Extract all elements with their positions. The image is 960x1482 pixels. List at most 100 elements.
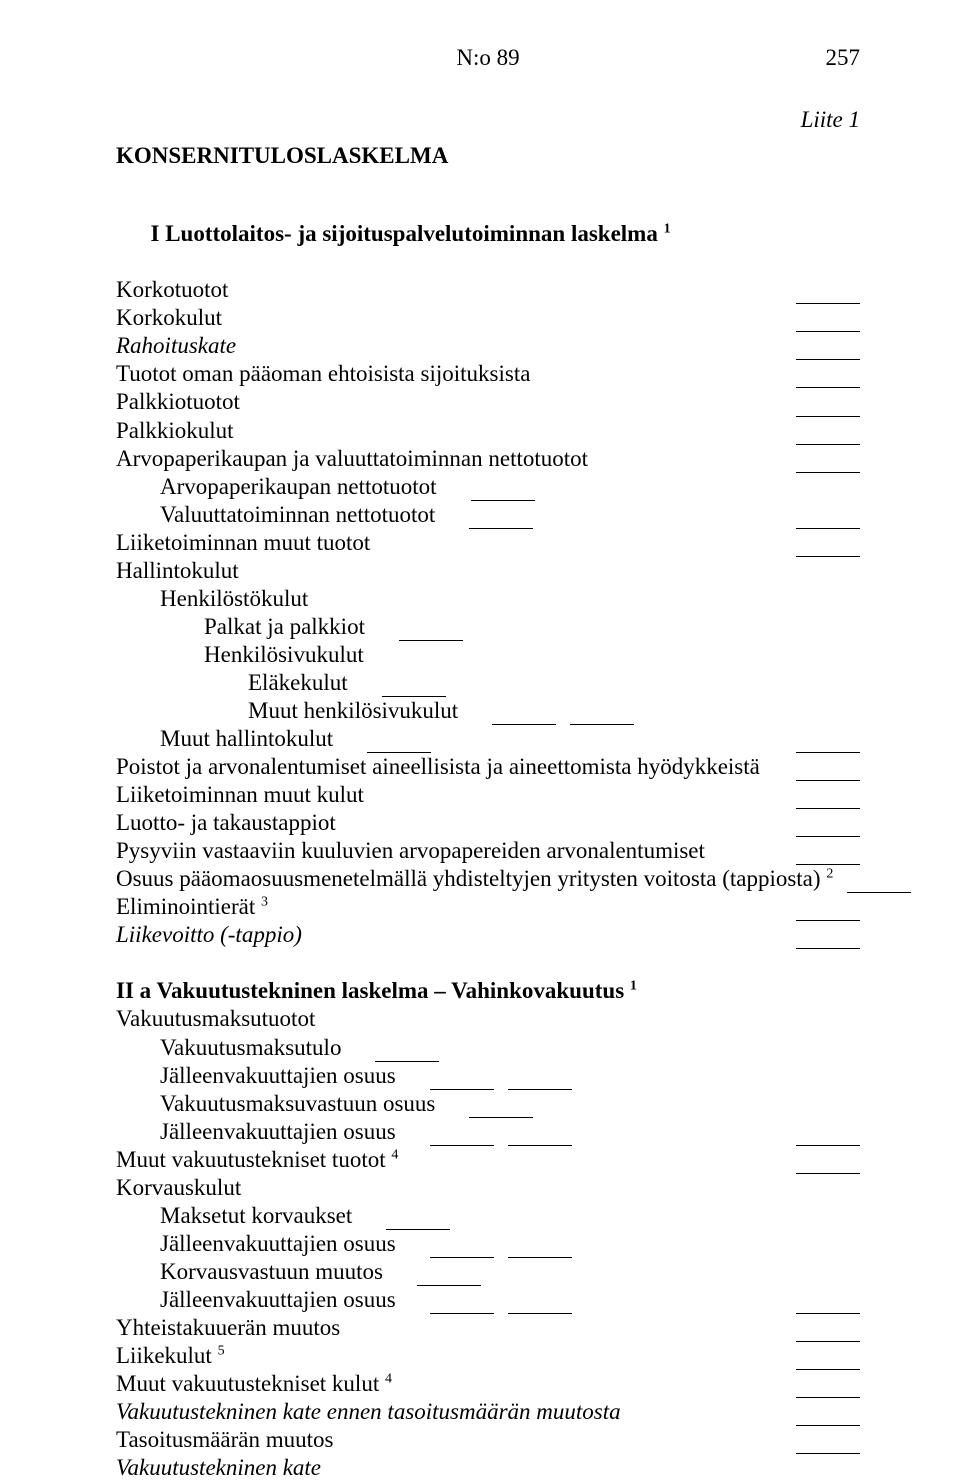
label-text: Arvopaperikaupan nettotuotot	[116, 473, 437, 501]
spacer	[116, 44, 156, 72]
line-item: Eliminointierät 3	[116, 893, 860, 921]
line-item: Korkotuotot	[116, 276, 860, 304]
line-item: Liikevoitto (-tappio)	[116, 921, 860, 949]
document-number: N:o 89	[156, 44, 820, 72]
label-text: Vakuutusmaksutulo	[116, 1034, 341, 1062]
label-text: Palkat ja palkkiot	[116, 613, 365, 641]
label-text: Liikevoitto (-tappio)	[116, 921, 302, 949]
blank-field	[471, 481, 535, 501]
blank-field	[570, 705, 634, 725]
label-text: Muut henkilösivukulut	[116, 697, 458, 725]
label-text: Vakuutusmaksuvastuun osuus	[116, 1090, 435, 1118]
blank-field	[469, 509, 533, 529]
label-text: Hallintokulut	[116, 557, 239, 585]
label-text: Korkotuotot	[116, 276, 228, 304]
line-item: Korvauskulut	[116, 1174, 860, 1202]
blank-field	[796, 789, 860, 809]
blank-field	[796, 340, 860, 360]
footnote-ref: 3	[261, 895, 268, 910]
line-item: Liikekulut 5	[116, 1342, 860, 1370]
label-text: Eläkekulut	[116, 669, 348, 697]
t: Eliminointierät	[116, 894, 261, 919]
blank-field	[430, 1294, 494, 1314]
blank-field	[796, 1378, 860, 1398]
value-blanks	[455, 509, 533, 529]
line-item: Vakuutustekninen kate	[116, 1454, 860, 1482]
label-text: Tuotot oman pääoman ehtoisista sijoituks…	[116, 360, 530, 388]
line-item: Arvopaperikaupan ja valuuttatoiminnan ne…	[116, 445, 860, 473]
value-blanks	[782, 368, 860, 388]
blank-field	[796, 425, 860, 445]
section1-heading: I Luottolaitos- ja sijoituspalvelutoimin…	[116, 192, 860, 276]
blank-field	[796, 901, 860, 921]
value-blanks	[416, 1126, 572, 1146]
main-title: KONSERNITULOSLASKELMA	[116, 142, 860, 170]
blank-field	[508, 1070, 572, 1090]
line-item: Muut hallintokulut	[116, 725, 860, 753]
line-item: Eläkekulut	[116, 669, 860, 697]
blank-field	[430, 1238, 494, 1258]
line-item: Jälleenvakuuttajien osuus	[116, 1286, 860, 1314]
value-blanks	[416, 1070, 572, 1090]
label-text: Vakuutustekninen kate	[116, 1454, 321, 1482]
value-blanks	[782, 929, 860, 949]
value-blanks	[455, 1098, 533, 1118]
blank-field	[796, 1294, 860, 1314]
value-blanks	[782, 284, 860, 304]
line-item: Luotto- ja takaustappiot	[116, 809, 860, 837]
value-blanks	[782, 397, 860, 417]
document-page: N:o 89 257 Liite 1 KONSERNITULOSLASKELMA…	[0, 0, 960, 1368]
line-item: Korvausvastuun muutos	[116, 1258, 860, 1286]
value-blanks	[782, 509, 860, 529]
blank-field	[508, 1294, 572, 1314]
line-item: Arvopaperikaupan nettotuotot	[116, 473, 860, 501]
line-item: Yhteistakuuerän muutos	[116, 1314, 860, 1342]
label-text: Yhteistakuuerän muutos	[116, 1314, 340, 1342]
line-item: Korkokulut	[116, 304, 860, 332]
value-blanks	[782, 1126, 860, 1146]
blank-field	[508, 1238, 572, 1258]
label-text: Liiketoiminnan muut tuotot	[116, 529, 370, 557]
section1-heading-text: I Luottolaitos- ja sijoituspalvelutoimin…	[116, 192, 671, 276]
value-blanks	[782, 1406, 860, 1426]
value-blanks	[782, 845, 860, 865]
header-row: N:o 89 257	[116, 44, 860, 72]
blank-field	[367, 733, 431, 753]
label-text: Liiketoiminnan muut kulut	[116, 781, 364, 809]
footnote-ref: 4	[385, 1371, 392, 1386]
label-text: Jälleenvakuuttajien osuus	[116, 1230, 396, 1258]
value-blanks	[457, 481, 535, 501]
blank-field	[796, 453, 860, 473]
line-item: Vakuutusmaksuvastuun osuus	[116, 1090, 860, 1118]
line-item: Jälleenvakuuttajien osuus	[116, 1062, 860, 1090]
value-blanks	[416, 1238, 572, 1258]
line-item: Valuuttatoiminnan nettotuotot	[116, 501, 860, 529]
value-blanks	[782, 1350, 860, 1370]
line-item: Hallintokulut	[116, 557, 860, 585]
label-text: II a Vakuutustekninen laskelma – Vahinko…	[116, 978, 630, 1003]
label-text: Muut hallintokulut	[116, 725, 333, 753]
value-blanks	[782, 453, 860, 473]
label-text: Luotto- ja takaustappiot	[116, 809, 336, 837]
line-item: Vakuutusmaksutulo	[116, 1034, 860, 1062]
line-item: Muut henkilösivukulut	[116, 697, 860, 725]
value-blanks	[782, 312, 860, 332]
blank-field	[508, 1126, 572, 1146]
value-blanks	[782, 1154, 860, 1174]
label-text: Eliminointierät 3	[116, 893, 268, 921]
value-blanks	[368, 677, 446, 697]
value-blanks	[782, 425, 860, 445]
label-text: Korvausvastuun muutos	[116, 1258, 383, 1286]
attachment-label: Liite 1	[116, 106, 860, 134]
t: Muut vakuutustekniset kulut	[116, 1371, 385, 1396]
footnote-ref: 2	[826, 867, 833, 882]
line-item: Tuotot oman pääoman ehtoisista sijoituks…	[116, 360, 860, 388]
blank-field	[796, 509, 860, 529]
label-text: Maksetut korvaukset	[116, 1202, 352, 1230]
label-text: I Luottolaitos- ja sijoituspalvelutoimin…	[151, 221, 664, 246]
value-blanks	[833, 873, 911, 893]
label-text: Pysyviin vastaaviin kuuluvien arvopapere…	[116, 837, 705, 865]
label-text: Palkkiokulut	[116, 417, 234, 445]
blank-field	[382, 677, 446, 697]
line-item: Pysyviin vastaaviin kuuluvien arvopapere…	[116, 837, 860, 865]
